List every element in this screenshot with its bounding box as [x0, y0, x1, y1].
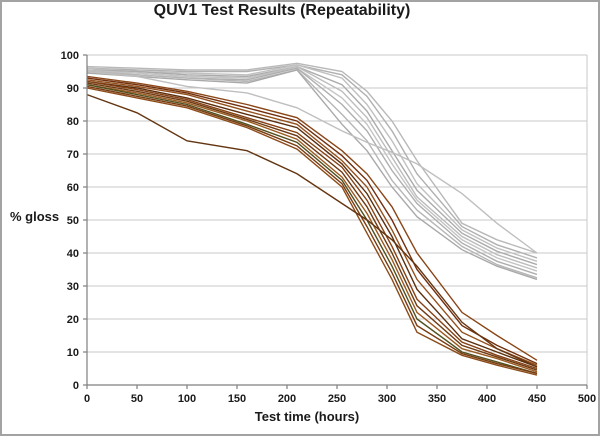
series-line-gray-replicate-10 — [86, 70, 538, 254]
series-line-brown-replicate-8 — [86, 84, 538, 375]
x-axis-title: Test time (hours) — [254, 409, 360, 424]
y-axis-title: % gloss — [10, 209, 60, 224]
y-tick-label: 70 — [67, 149, 79, 161]
x-tick-label: 350 — [428, 393, 446, 405]
series-line-brown-replicate-5 — [86, 80, 538, 370]
series-line-brown-replicate-9 — [86, 85, 538, 375]
series-line-brown-replicate-10 — [86, 87, 538, 376]
x-tick-label: 250 — [328, 393, 346, 405]
x-tick-label: 0 — [84, 393, 90, 405]
series-line-brown-replicate-6 — [86, 82, 538, 371]
series-line-brown-replicate-3 — [86, 79, 538, 366]
x-tick-label: 150 — [228, 393, 246, 405]
series-line-brown-replicate-1 — [86, 75, 538, 361]
y-tick-label: 20 — [67, 314, 79, 326]
y-tick-label: 100 — [61, 50, 79, 62]
series-line-gray-replicate-8 — [86, 69, 538, 279]
series-line-brown-replicate-11 — [86, 93, 538, 368]
x-tick-label: 500 — [578, 393, 596, 405]
x-tick-label: 300 — [378, 393, 396, 405]
x-tick-label: 400 — [478, 393, 496, 405]
y-tick-label: 30 — [67, 281, 79, 293]
chart-title: QUV1 Test Results (Repeatability) — [153, 2, 411, 19]
series-line-gray-replicate-3 — [86, 64, 538, 262]
series-line-gray-replicate-2 — [86, 64, 538, 259]
y-tick-label: 50 — [67, 215, 79, 227]
series-line-gray-replicate-6 — [86, 67, 538, 272]
series-line-gray-replicate-1 — [86, 62, 538, 254]
y-tick-label: 40 — [67, 248, 79, 260]
y-tick-label: 0 — [73, 380, 79, 392]
y-tick-label: 90 — [67, 83, 79, 95]
x-tick-label: 450 — [528, 393, 546, 405]
y-tick-label: 80 — [67, 116, 79, 128]
series-line-gray-replicate-4 — [86, 65, 538, 266]
series-line-brown-replicate-4 — [86, 80, 538, 368]
y-tick-label: 60 — [67, 182, 79, 194]
series-line-brown-replicate-7 — [86, 84, 538, 373]
x-tick-label: 200 — [278, 393, 296, 405]
x-tick-label: 100 — [178, 393, 196, 405]
x-tick-label: 50 — [131, 393, 143, 405]
series-line-brown-replicate-2 — [86, 77, 538, 365]
series-line-gray-replicate-9 — [86, 69, 538, 281]
y-tick-label: 10 — [67, 347, 79, 359]
